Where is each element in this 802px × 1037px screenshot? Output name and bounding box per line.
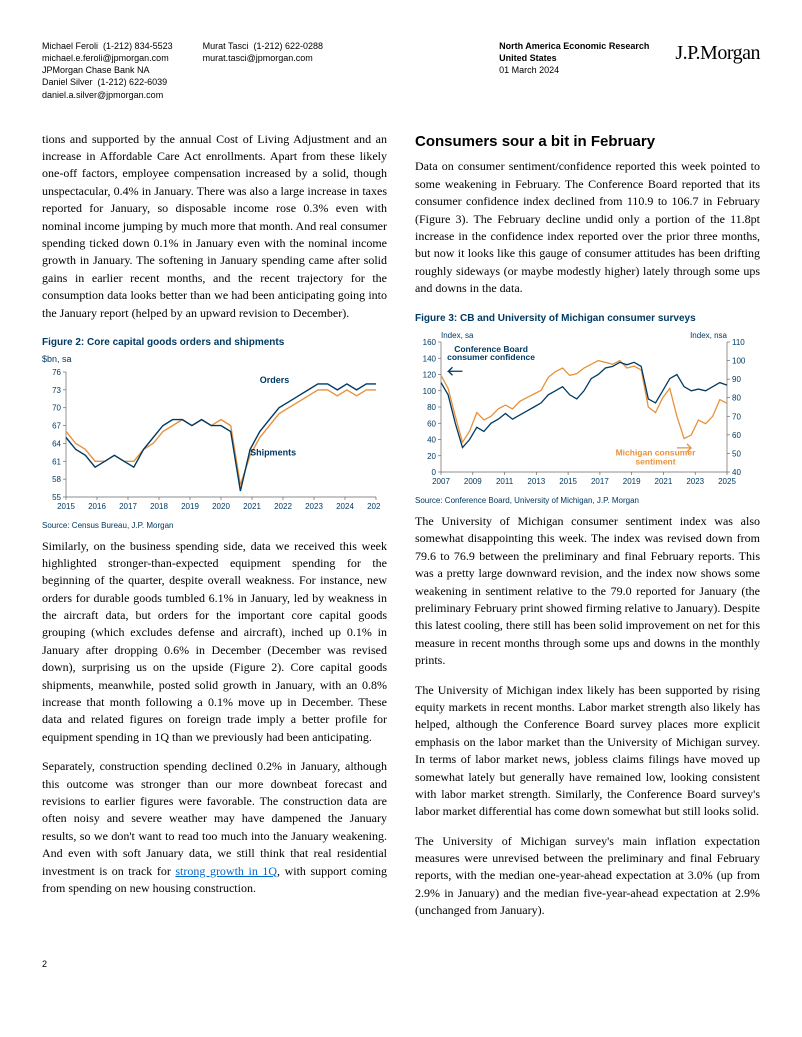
section-heading: Consumers sour a bit in February <box>415 131 760 153</box>
contact-line: Daniel Silver (1-212) 622-6039 <box>42 76 173 88</box>
body-paragraph: Data on consumer sentiment/confidence re… <box>415 158 760 297</box>
contact-email: michael.e.feroli@jpmorgan.com <box>42 52 173 64</box>
svg-text:2013: 2013 <box>527 477 545 486</box>
strong-growth-link[interactable]: strong growth in 1Q <box>175 864 277 878</box>
svg-text:20: 20 <box>427 452 436 461</box>
svg-text:0: 0 <box>432 468 437 477</box>
svg-text:140: 140 <box>423 354 437 363</box>
svg-text:2021: 2021 <box>655 477 673 486</box>
contact-block-1: Michael Feroli (1-212) 834-5523 michael.… <box>42 40 173 101</box>
svg-text:80: 80 <box>427 403 436 412</box>
svg-text:90: 90 <box>732 375 741 384</box>
body-paragraph: The University of Michigan consumer sent… <box>415 513 760 670</box>
svg-text:consumer confidence: consumer confidence <box>447 352 535 362</box>
page-header: Michael Feroli (1-212) 834-5523 michael.… <box>42 40 760 101</box>
contact-email: daniel.a.silver@jpmorgan.com <box>42 89 173 101</box>
contact-name: Murat Tasci <box>203 41 249 51</box>
body-paragraph: The University of Michigan index likely … <box>415 682 760 821</box>
svg-text:60: 60 <box>427 419 436 428</box>
figure-2-chart: 55 58 61 64 67 70 73 76 2015 2016 2017 2018 2019 2020… <box>42 368 380 513</box>
svg-text:2017: 2017 <box>119 502 137 511</box>
contact-name: Daniel Silver <box>42 77 93 87</box>
svg-text:2025: 2025 <box>367 502 380 511</box>
right-column: Consumers sour a bit in February Data on… <box>415 131 760 932</box>
figure-2-block: Figure 2: Core capital goods orders and … <box>42 336 387 532</box>
report-region: United States <box>499 52 649 64</box>
figure-3-chart: Index, sa Index, nsa 0 20 40 60 80 100 120 140 160… <box>415 328 753 488</box>
svg-text:70: 70 <box>52 403 61 412</box>
contact-org: JPMorgan Chase Bank NA <box>42 64 173 76</box>
svg-text:2007: 2007 <box>432 477 450 486</box>
svg-text:100: 100 <box>423 387 437 396</box>
svg-text:2011: 2011 <box>496 477 514 486</box>
svg-text:160: 160 <box>423 338 437 347</box>
svg-text:50: 50 <box>732 450 741 459</box>
svg-text:2015: 2015 <box>57 502 75 511</box>
contact-phone: (1-212) 622-6039 <box>98 77 168 87</box>
svg-text:73: 73 <box>52 385 61 394</box>
svg-text:55: 55 <box>52 493 61 502</box>
report-meta: North America Economic Research United S… <box>499 40 649 101</box>
jpmorgan-logo: J.P.Morgan <box>675 40 760 101</box>
svg-text:2022: 2022 <box>274 502 292 511</box>
svg-text:110: 110 <box>732 338 745 347</box>
svg-text:Shipments: Shipments <box>250 447 296 457</box>
report-type: North America Economic Research <box>499 40 649 52</box>
svg-text:61: 61 <box>52 457 61 466</box>
figure-2-source: Source: Census Bureau, J.P. Morgan <box>42 520 387 532</box>
svg-text:67: 67 <box>52 421 61 430</box>
svg-text:Orders: Orders <box>260 374 290 384</box>
figure-3-source: Source: Conference Board, University of … <box>415 495 760 507</box>
figure-2-ylabel: $bn, sa <box>42 353 387 366</box>
svg-text:2025: 2025 <box>718 477 736 486</box>
svg-text:2023: 2023 <box>305 502 323 511</box>
page-number: 2 <box>42 958 760 971</box>
contact-name: Michael Feroli <box>42 41 98 51</box>
svg-text:76: 76 <box>52 368 61 377</box>
contact-email: murat.tasci@jpmorgan.com <box>203 52 323 64</box>
body-paragraph: tions and supported by the annual Cost o… <box>42 131 387 322</box>
svg-text:sentiment: sentiment <box>635 457 675 467</box>
svg-text:2019: 2019 <box>181 502 199 511</box>
contact-phone: (1-212) 834-5523 <box>103 41 173 51</box>
text-span: Separately, construction spending declin… <box>42 759 387 877</box>
figure-3-title: Figure 3: CB and University of Michigan … <box>415 312 760 327</box>
contact-line: Murat Tasci (1-212) 622-0288 <box>203 40 323 52</box>
svg-text:2016: 2016 <box>88 502 106 511</box>
body-paragraph: Separately, construction spending declin… <box>42 758 387 897</box>
contact-line: Michael Feroli (1-212) 834-5523 <box>42 40 173 52</box>
svg-text:120: 120 <box>423 371 437 380</box>
svg-text:60: 60 <box>732 431 741 440</box>
svg-text:58: 58 <box>52 475 61 484</box>
header-contacts: Michael Feroli (1-212) 834-5523 michael.… <box>42 40 323 101</box>
svg-text:2018: 2018 <box>150 502 168 511</box>
body-columns: tions and supported by the annual Cost o… <box>42 131 760 932</box>
svg-text:2021: 2021 <box>243 502 261 511</box>
body-paragraph: The University of Michigan survey's main… <box>415 833 760 920</box>
svg-text:2009: 2009 <box>464 477 482 486</box>
svg-text:2023: 2023 <box>686 477 704 486</box>
contact-block-2: Murat Tasci (1-212) 622-0288 murat.tasci… <box>203 40 323 101</box>
left-column: tions and supported by the annual Cost o… <box>42 131 387 932</box>
svg-text:2015: 2015 <box>559 477 577 486</box>
body-paragraph: Similarly, on the business spending side… <box>42 538 387 747</box>
header-right: North America Economic Research United S… <box>499 40 760 101</box>
figure-3-block: Figure 3: CB and University of Michigan … <box>415 312 760 507</box>
svg-text:70: 70 <box>732 412 741 421</box>
svg-text:2019: 2019 <box>623 477 641 486</box>
svg-text:40: 40 <box>427 436 436 445</box>
svg-text:Index, sa: Index, sa <box>441 331 474 340</box>
figure-2-title: Figure 2: Core capital goods orders and … <box>42 336 387 351</box>
svg-text:64: 64 <box>52 439 61 448</box>
svg-text:Index, nsa: Index, nsa <box>690 331 727 340</box>
svg-text:80: 80 <box>732 394 741 403</box>
svg-text:2017: 2017 <box>591 477 609 486</box>
svg-text:100: 100 <box>732 357 746 366</box>
report-date: 01 March 2024 <box>499 64 649 76</box>
svg-text:40: 40 <box>732 468 741 477</box>
svg-text:2020: 2020 <box>212 502 230 511</box>
svg-text:2024: 2024 <box>336 502 354 511</box>
contact-phone: (1-212) 622-0288 <box>253 41 323 51</box>
